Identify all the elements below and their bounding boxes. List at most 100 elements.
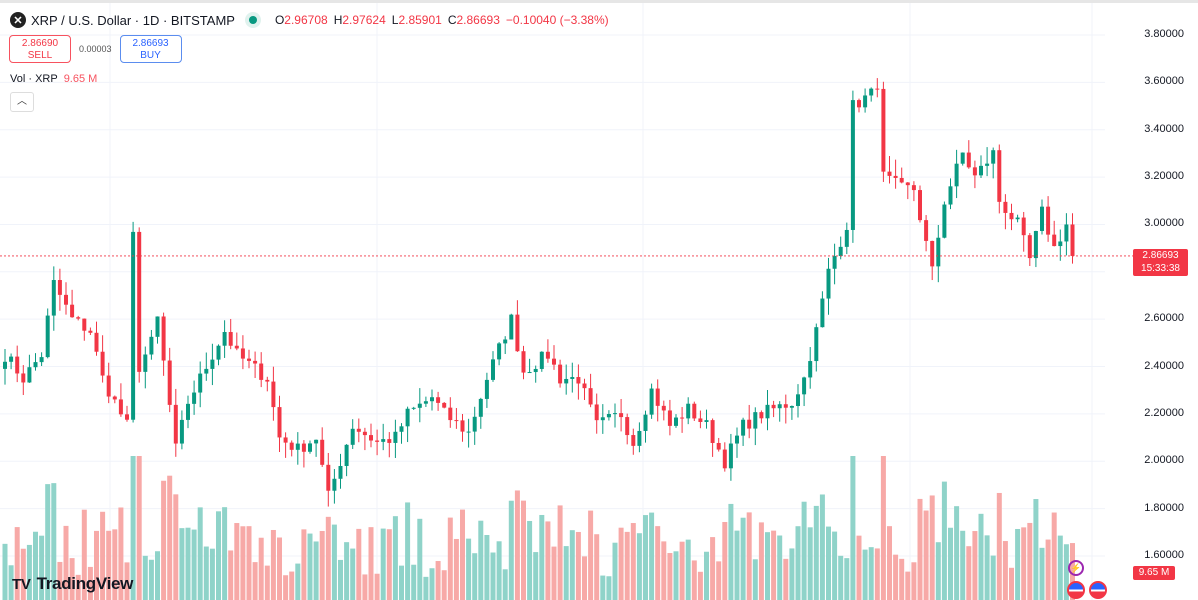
candle-body	[301, 443, 306, 452]
candlestick-chart[interactable]	[0, 3, 1198, 600]
symbol-title[interactable]: XRP / U.S. Dollar · 1D · BITSTAMP	[31, 12, 235, 28]
volume-bar	[460, 509, 465, 600]
candle-body	[619, 413, 624, 418]
candle-body	[423, 401, 428, 404]
volume-bar	[478, 520, 484, 600]
candle-body	[741, 419, 746, 436]
candle-body	[283, 437, 288, 443]
us-flag-event-icon[interactable]	[1067, 581, 1085, 599]
candle-body	[545, 351, 550, 359]
candle-body	[802, 377, 807, 395]
volume-bar	[374, 573, 380, 600]
candle-body	[76, 317, 81, 319]
volume-bar	[252, 562, 258, 600]
candle-body	[70, 304, 75, 318]
candle-body	[460, 420, 465, 432]
candle-body	[997, 150, 1002, 202]
volume-bar	[399, 565, 404, 600]
volume-bar	[655, 526, 661, 600]
candle-body	[344, 444, 349, 466]
candle-body	[88, 330, 93, 333]
bar-countdown: 15:33:38	[1141, 263, 1180, 274]
volume-bar	[1021, 527, 1027, 600]
candle-body	[1003, 201, 1008, 213]
candle-body	[582, 383, 587, 389]
tradingview-logo[interactable]: TV TradingView	[12, 574, 133, 594]
volume-bar	[887, 526, 892, 600]
buy-button[interactable]: 2.86693 BUY	[119, 35, 182, 63]
volume-legend[interactable]: Vol · XRP 9.65 M	[10, 73, 97, 85]
lightning-icon[interactable]: ⚡	[1068, 560, 1084, 576]
volume-bar	[697, 571, 703, 600]
candle-body	[186, 403, 190, 420]
volume-bar	[94, 530, 99, 600]
volume-bar	[978, 513, 984, 600]
volume-bar	[643, 515, 648, 600]
volume-bar	[521, 500, 526, 600]
volume-bar	[106, 530, 112, 600]
candle-body	[521, 351, 526, 373]
volume-bar	[582, 556, 587, 600]
candle-body	[771, 404, 776, 409]
volume-bar	[148, 559, 154, 600]
candle-body	[405, 408, 410, 427]
volume-bar	[344, 542, 350, 600]
volume-bar	[392, 516, 398, 600]
candle-body	[326, 464, 331, 491]
collapse-legend-button[interactable]: ︿	[10, 92, 34, 112]
candle-body	[295, 443, 300, 450]
candle-body	[857, 100, 861, 108]
volume-bar	[39, 535, 45, 600]
candle-body	[1009, 212, 1014, 220]
volume-bar	[941, 481, 947, 600]
volume-bar	[368, 527, 374, 600]
volume-bar	[1015, 528, 1021, 600]
volume-bar	[752, 559, 758, 600]
volume-bar	[972, 531, 978, 600]
candle-body	[320, 439, 325, 465]
us-flag-event-icon[interactable]	[1089, 581, 1107, 599]
candle-body	[100, 351, 105, 376]
candle-body	[564, 378, 569, 384]
candle-body	[899, 177, 904, 183]
volume-bar	[618, 527, 624, 600]
volume-bar	[679, 541, 685, 600]
volume-value: 9.65 M	[63, 73, 98, 85]
volume-bar	[33, 531, 38, 600]
volume-bar	[765, 532, 770, 600]
volume-bar	[484, 534, 490, 600]
volume-bar	[777, 535, 783, 600]
volume-bar	[51, 483, 57, 600]
candle-body	[259, 363, 264, 380]
candle-body	[911, 185, 916, 191]
volume-bar	[258, 537, 264, 600]
volume-bar	[240, 526, 246, 600]
volume-bar	[1033, 499, 1039, 600]
candle-body	[747, 419, 752, 429]
volume-bar	[502, 569, 508, 600]
volume-bar	[850, 456, 856, 600]
volume-bar	[447, 517, 453, 600]
candle-body	[1033, 230, 1038, 259]
candle-body	[783, 404, 788, 408]
candle-body	[1027, 235, 1032, 259]
volume-bar	[948, 527, 953, 600]
candle-body	[832, 256, 837, 269]
price-axis-label: 3.00000	[1144, 217, 1184, 230]
candle-body	[198, 373, 203, 393]
volume-bar	[624, 531, 630, 600]
candle-body	[94, 332, 99, 352]
price-axis-label: 2.20000	[1144, 406, 1184, 419]
volume-bar	[673, 551, 679, 600]
volume-bar	[722, 521, 728, 600]
sell-button[interactable]: 2.86690 SELL	[9, 35, 71, 63]
candle-body	[588, 388, 593, 405]
volume-bar	[783, 558, 789, 600]
candle-body	[704, 420, 709, 422]
candle-body	[1021, 217, 1026, 236]
volume-bar	[899, 558, 905, 600]
candle-body	[143, 354, 148, 372]
price-axis-label: 3.20000	[1144, 170, 1184, 183]
volume-bar	[545, 521, 551, 600]
